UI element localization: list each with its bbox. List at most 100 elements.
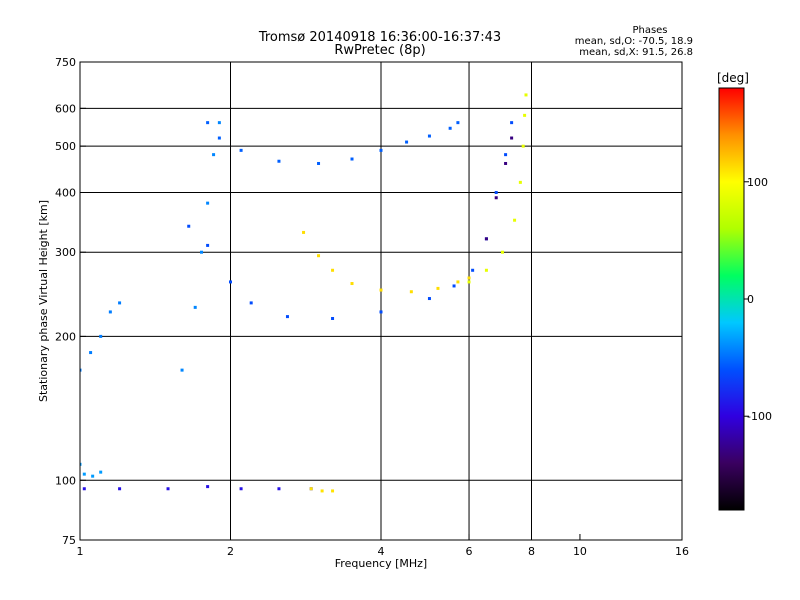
data-point: [206, 485, 210, 489]
chart-title: Tromsø 20140918 16:36:00-16:37:43: [258, 30, 501, 45]
data-point: [523, 113, 527, 117]
y-axis-ticks: 75 100 200 300 400 500 600 750: [55, 56, 86, 547]
data-point: [320, 489, 324, 493]
data-point: [524, 93, 528, 97]
data-point: [471, 268, 475, 272]
data-point: [200, 250, 204, 254]
colorbar-tick-label: 0: [747, 293, 754, 306]
data-point: [206, 243, 210, 247]
data-point: [217, 136, 221, 140]
data-point: [82, 487, 86, 491]
y-tick-label: 300: [55, 246, 76, 259]
data-point: [405, 140, 409, 144]
data-point: [350, 282, 354, 286]
data-point: [521, 144, 525, 148]
data-point: [331, 316, 335, 320]
grid-lines: [80, 62, 682, 540]
data-point: [193, 305, 197, 309]
data-point: [206, 201, 210, 205]
data-point: [350, 157, 354, 161]
colorbar-gradient: [718, 87, 745, 511]
data-point: [436, 286, 440, 290]
x-tick-label: 1: [77, 545, 84, 558]
x-tick-label: 4: [378, 545, 385, 558]
data-point: [166, 487, 170, 491]
data-point: [504, 153, 508, 157]
chart-subtitle: RwPretec (8p): [334, 43, 425, 58]
data-point: [501, 250, 505, 254]
y-tick-label: 100: [55, 474, 76, 487]
phases-header: Phases: [632, 25, 667, 36]
data-point: [187, 224, 191, 228]
data-point: [448, 126, 452, 130]
data-point: [277, 487, 281, 491]
y-tick-label: 750: [55, 56, 76, 69]
data-point: [229, 280, 232, 284]
data-point: [99, 470, 103, 474]
colorbar: 100 0 -100: [718, 87, 772, 511]
data-point: [379, 310, 383, 314]
data-point: [206, 121, 210, 125]
data-point: [309, 487, 313, 491]
data-point: [317, 254, 321, 258]
y-tick-label: 200: [55, 330, 76, 343]
data-point: [108, 310, 112, 314]
data-point: [427, 297, 431, 301]
x-tick-label: 10: [573, 545, 587, 558]
data-point: [239, 487, 243, 491]
data-point: [118, 487, 122, 491]
data-point: [239, 148, 243, 152]
x-tick-label: 6: [466, 545, 473, 558]
data-point: [484, 268, 488, 272]
data-point: [456, 121, 460, 125]
data-point: [452, 284, 456, 288]
data-point: [409, 290, 413, 294]
data-points: [80, 93, 528, 493]
data-point: [118, 301, 122, 305]
y-tick-label: 75: [62, 534, 76, 547]
data-point: [331, 268, 335, 272]
data-point: [456, 280, 460, 284]
data-point: [331, 489, 335, 493]
x-tick-label: 2: [227, 545, 234, 558]
data-point: [180, 368, 184, 372]
colorbar-unit-label: [deg]: [717, 71, 749, 85]
x-tick-label: 16: [675, 545, 689, 558]
data-point: [379, 288, 383, 292]
data-point: [510, 121, 514, 125]
data-point: [89, 351, 93, 355]
y-tick-label: 600: [55, 102, 76, 115]
x-axis-label: Frequency [MHz]: [335, 557, 427, 570]
data-point: [317, 161, 321, 165]
data-point: [513, 218, 517, 222]
x-tick-label: 8: [528, 545, 535, 558]
data-point: [427, 134, 431, 138]
data-point: [504, 161, 508, 165]
data-point: [494, 196, 498, 200]
data-point: [217, 121, 221, 125]
data-point: [484, 237, 488, 241]
data-point: [99, 334, 103, 338]
y-tick-label: 500: [55, 140, 76, 153]
data-point: [82, 472, 86, 476]
x-axis-ticks: 1 2 4 6 8 10 16: [77, 534, 689, 558]
colorbar-tick-label: 100: [747, 176, 768, 189]
data-point: [494, 190, 498, 194]
data-point: [285, 315, 289, 319]
y-tick-label: 400: [55, 186, 76, 199]
data-point: [379, 148, 383, 152]
data-point: [91, 474, 95, 478]
phases-o-stats: mean, sd,O: -70.5, 18.9: [575, 36, 693, 47]
data-point: [249, 301, 253, 305]
data-point: [212, 153, 216, 157]
phases-x-stats: mean, sd,X: 91.5, 26.8: [579, 47, 693, 58]
data-point: [467, 280, 471, 284]
colorbar-tick-label: -100: [747, 410, 772, 423]
data-point: [277, 159, 281, 163]
data-point: [302, 230, 306, 234]
data-point: [518, 180, 522, 184]
data-point: [467, 276, 471, 280]
y-axis-label: Stationary phase Virtual Height [km]: [37, 200, 50, 402]
data-point: [80, 462, 82, 466]
